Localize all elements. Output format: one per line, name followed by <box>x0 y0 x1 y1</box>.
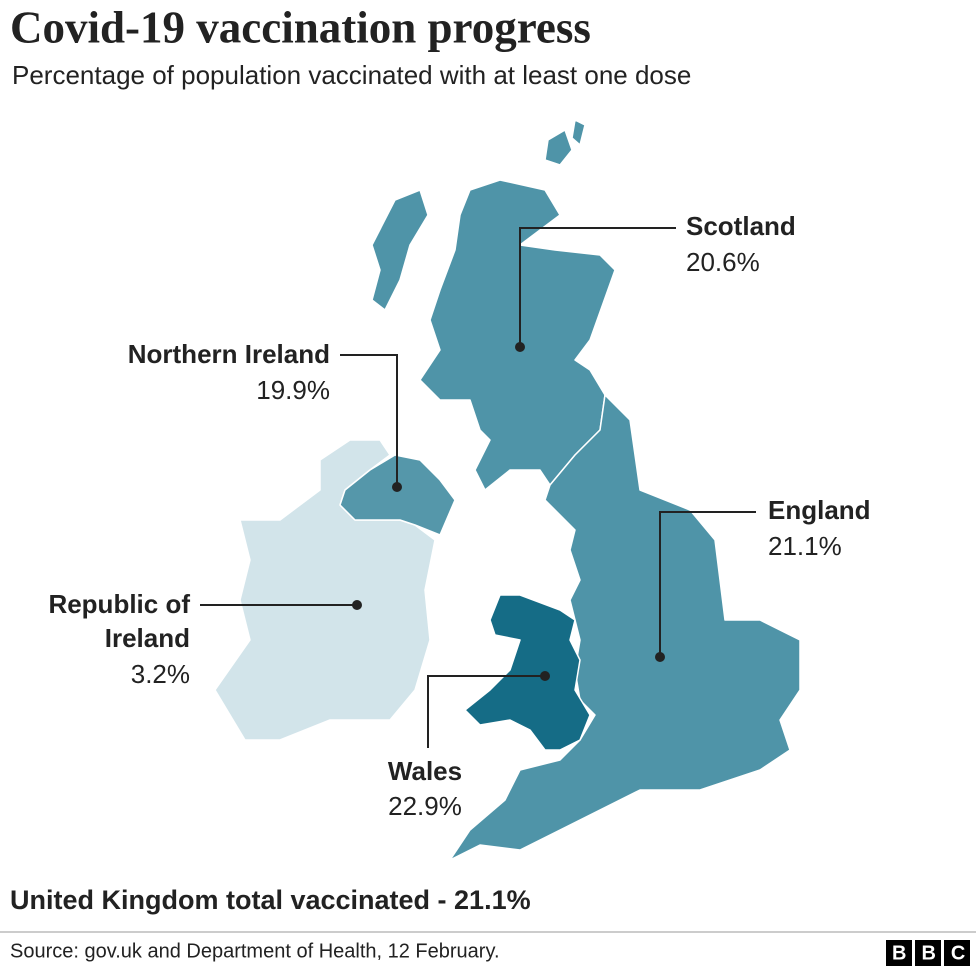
region-shape <box>464 594 591 751</box>
marker <box>655 652 665 662</box>
region-value: 22.9% <box>388 791 462 821</box>
region-value: 21.1% <box>768 531 842 561</box>
region-shape <box>371 189 429 311</box>
leaders <box>200 227 756 748</box>
region-value: 20.6% <box>686 247 760 277</box>
region-shape <box>339 454 456 536</box>
region-name: Wales <box>388 756 462 786</box>
region-name: Scotland <box>686 211 796 241</box>
logo-block <box>944 940 970 966</box>
leader-line <box>427 675 545 748</box>
logo: BBC <box>886 940 976 966</box>
source: Source: gov.uk and Department of Health,… <box>10 940 500 962</box>
marker <box>352 600 362 610</box>
footer: United Kingdom total vaccinated - 21.1% <box>10 885 531 915</box>
logo-block <box>915 940 941 966</box>
region-name: Republic of <box>48 589 190 619</box>
leader-line <box>519 227 676 347</box>
logo-text: BBC <box>892 942 976 964</box>
title: Covid-19 vaccination progress <box>10 2 591 52</box>
region-name: Ireland <box>105 623 190 653</box>
logo-block <box>886 940 912 966</box>
region-name: England <box>768 495 871 525</box>
marker <box>515 342 525 352</box>
region-shape <box>544 119 586 166</box>
region-name: Northern Ireland <box>128 339 330 369</box>
region-value: 3.2% <box>131 659 190 689</box>
subtitle: Percentage of population vaccinated with… <box>12 60 691 90</box>
map <box>214 119 801 861</box>
region-value: 19.9% <box>256 375 330 405</box>
marker <box>540 671 550 681</box>
leader-line <box>340 354 398 487</box>
marker <box>392 482 402 492</box>
leader-line <box>659 511 756 657</box>
region-shape <box>449 394 801 861</box>
region-shape <box>419 179 616 491</box>
